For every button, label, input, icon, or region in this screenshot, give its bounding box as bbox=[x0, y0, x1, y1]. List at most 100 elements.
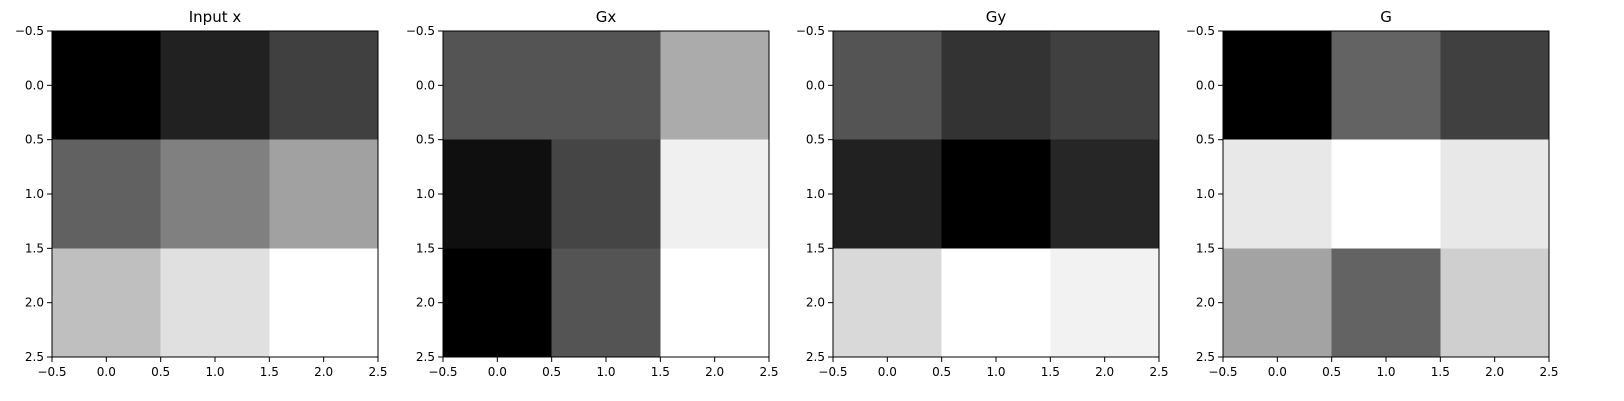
y-tick-label: 2.0 bbox=[25, 296, 44, 310]
x-tick-label: 0.0 bbox=[878, 365, 897, 379]
heatmap-cell bbox=[1050, 31, 1159, 140]
y-tick-label: −0.5 bbox=[796, 24, 825, 38]
y-tick-label: 0.0 bbox=[25, 78, 44, 92]
y-tick-label: 2.5 bbox=[25, 350, 44, 364]
heatmap-cell bbox=[160, 248, 270, 357]
heatmap-cell bbox=[1440, 248, 1549, 357]
heatmap-cell bbox=[443, 248, 552, 357]
heatmap-cell bbox=[660, 139, 769, 249]
heatmap-cell bbox=[160, 31, 270, 140]
panel-title: Gy bbox=[986, 8, 1007, 26]
x-tick-label: 1.0 bbox=[1376, 365, 1395, 379]
y-tick-label: 1.5 bbox=[25, 241, 44, 255]
x-tick-label: 1.5 bbox=[651, 365, 670, 379]
y-tick-label: 1.0 bbox=[806, 187, 825, 201]
x-tick-label: 0.0 bbox=[97, 365, 116, 379]
panel-2: −0.5 0.0 0.5 1.0 1.5 2.0 2.5−0.50.00.51.01.52.… bbox=[406, 8, 779, 379]
y-tick-label: 2.0 bbox=[806, 296, 825, 310]
heatmap-cell bbox=[833, 139, 942, 249]
y-tick-label: 0.5 bbox=[25, 133, 44, 147]
y-tick-label: 1.0 bbox=[25, 187, 44, 201]
heatmap-cell bbox=[551, 248, 661, 357]
heatmap-cell bbox=[160, 139, 270, 249]
x-tick-label: 2.0 bbox=[705, 365, 724, 379]
heatmap-cell bbox=[660, 31, 769, 140]
y-tick-label: 2.0 bbox=[1196, 296, 1215, 310]
heatmap-cell bbox=[660, 248, 769, 357]
x-tick-label: −0.5 bbox=[1208, 365, 1237, 379]
x-tick-label: 2.0 bbox=[1485, 365, 1504, 379]
panel-1: −0.5 0.0 0.5 1.0 1.5 2.0 2.5−0.50.00.51.01.52.… bbox=[15, 8, 388, 379]
y-tick-label: 1.5 bbox=[1196, 241, 1215, 255]
y-tick-label: 0.5 bbox=[1196, 133, 1215, 147]
heatmap-cell bbox=[52, 248, 161, 357]
heatmap-cell bbox=[1331, 139, 1441, 249]
x-tick-label: 1.0 bbox=[205, 365, 224, 379]
y-tick-label: 1.5 bbox=[806, 241, 825, 255]
x-tick-label: 2.5 bbox=[1539, 365, 1558, 379]
y-tick-label: −0.5 bbox=[1186, 24, 1215, 38]
x-tick-label: −0.5 bbox=[428, 365, 457, 379]
x-tick-label: 0.0 bbox=[1268, 365, 1287, 379]
heatmap-cell bbox=[551, 139, 661, 249]
panel-title: G bbox=[1380, 8, 1392, 26]
x-tick-label: 1.5 bbox=[1431, 365, 1450, 379]
y-tick-label: −0.5 bbox=[15, 24, 44, 38]
heatmap-cell bbox=[269, 248, 378, 357]
heatmap-cell bbox=[443, 31, 552, 140]
y-tick-label: 0.5 bbox=[806, 133, 825, 147]
x-tick-label: 1.0 bbox=[596, 365, 615, 379]
panel-3: −0.5 0.0 0.5 1.0 1.5 2.0 2.5−0.50.00.51.01.52.… bbox=[796, 8, 1169, 379]
heatmap-cell bbox=[1223, 248, 1332, 357]
x-tick-label: −0.5 bbox=[37, 365, 66, 379]
x-tick-label: 1.0 bbox=[986, 365, 1005, 379]
x-tick-label: 2.5 bbox=[759, 365, 778, 379]
heatmap-cell bbox=[833, 31, 942, 140]
x-tick-label: 0.5 bbox=[542, 365, 561, 379]
x-tick-label: 0.5 bbox=[932, 365, 951, 379]
heatmap-cell bbox=[443, 139, 552, 249]
heatmap-cell bbox=[269, 31, 378, 140]
y-tick-label: 2.5 bbox=[1196, 350, 1215, 364]
y-tick-label: −0.5 bbox=[406, 24, 435, 38]
panel-4: −0.5 0.0 0.5 1.0 1.5 2.0 2.5−0.50.00.51.01.52.… bbox=[1186, 8, 1559, 379]
y-tick-label: 0.5 bbox=[416, 133, 435, 147]
panel-title: Gx bbox=[596, 8, 617, 26]
x-tick-label: 2.5 bbox=[1149, 365, 1168, 379]
x-tick-label: 1.5 bbox=[1041, 365, 1060, 379]
y-tick-label: 2.0 bbox=[416, 296, 435, 310]
heatmap-cell bbox=[551, 31, 661, 140]
heatmap-cell bbox=[1223, 31, 1332, 140]
x-tick-label: 2.0 bbox=[1095, 365, 1114, 379]
panel-title: Input x bbox=[189, 8, 242, 26]
x-tick-label: 1.5 bbox=[260, 365, 279, 379]
y-tick-label: 1.5 bbox=[416, 241, 435, 255]
y-tick-label: 0.0 bbox=[416, 78, 435, 92]
x-tick-label: 0.5 bbox=[1322, 365, 1341, 379]
y-tick-label: 1.0 bbox=[416, 187, 435, 201]
heatmap-cell bbox=[1050, 139, 1159, 249]
heatmap-cell bbox=[1331, 248, 1441, 357]
heatmap-cell bbox=[941, 248, 1051, 357]
heatmap-cell bbox=[1223, 139, 1332, 249]
y-tick-label: 2.5 bbox=[806, 350, 825, 364]
heatmap-cell bbox=[941, 31, 1051, 140]
x-tick-label: 0.5 bbox=[151, 365, 170, 379]
y-tick-label: 2.5 bbox=[416, 350, 435, 364]
y-tick-label: 1.0 bbox=[1196, 187, 1215, 201]
heatmap-cell bbox=[833, 248, 942, 357]
x-tick-label: −0.5 bbox=[818, 365, 847, 379]
heatmap-cell bbox=[1331, 31, 1441, 140]
heatmap-cell bbox=[52, 139, 161, 249]
heatmap-cell bbox=[269, 139, 378, 249]
x-tick-label: 2.5 bbox=[368, 365, 387, 379]
x-tick-label: 0.0 bbox=[488, 365, 507, 379]
y-tick-label: 0.0 bbox=[1196, 78, 1215, 92]
x-tick-label: 2.0 bbox=[314, 365, 333, 379]
y-tick-label: 0.0 bbox=[806, 78, 825, 92]
heatmap-cell bbox=[1440, 31, 1549, 140]
heatmap-cell bbox=[941, 139, 1051, 249]
heatmap-cell bbox=[1440, 139, 1549, 249]
heatmap-cell bbox=[52, 31, 161, 140]
